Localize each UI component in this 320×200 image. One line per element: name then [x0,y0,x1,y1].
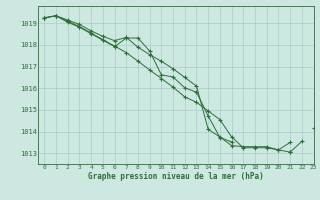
X-axis label: Graphe pression niveau de la mer (hPa): Graphe pression niveau de la mer (hPa) [88,172,264,181]
